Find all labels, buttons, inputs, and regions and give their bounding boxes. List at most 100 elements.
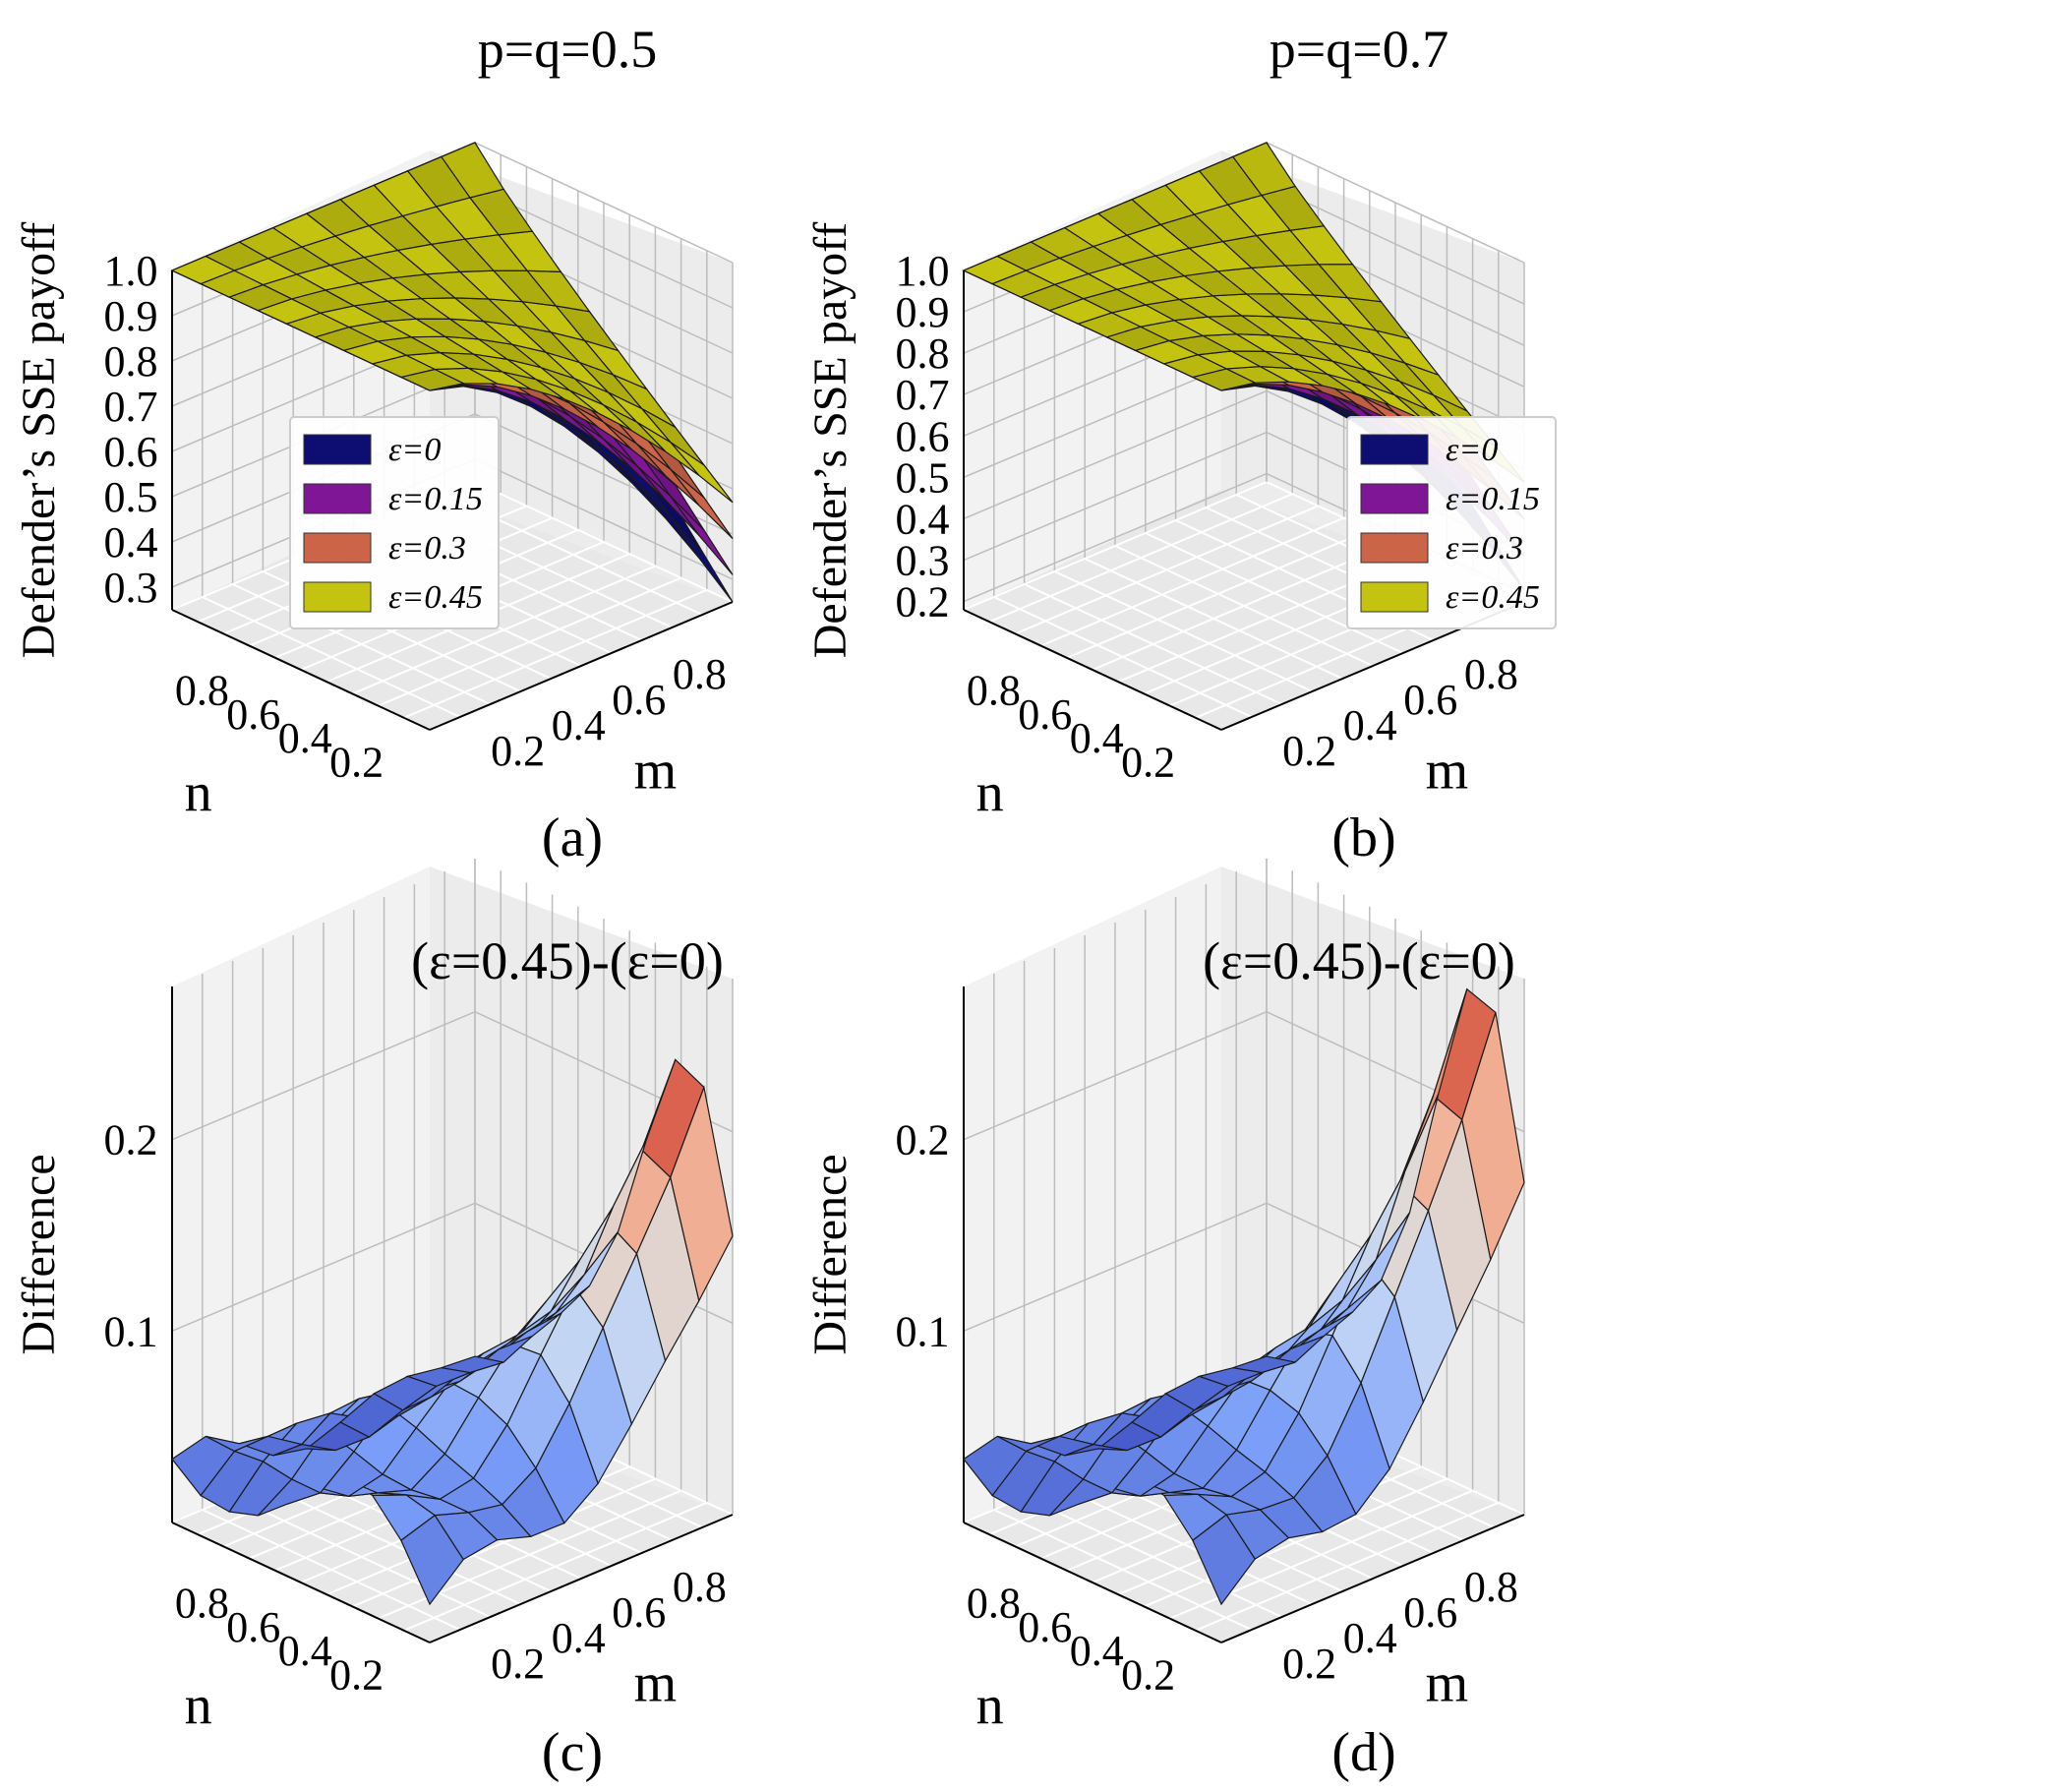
floor-gridline [1145,532,1404,654]
m-axis-label: m [634,741,678,802]
n-axis-label: n [185,763,212,824]
z-tick-label: 0.2 [104,1116,158,1165]
m-tick-label: 0.6 [1403,1588,1457,1637]
z-tick-label: 0.8 [896,329,950,378]
legend-label: ε=0.45 [388,579,483,616]
n-tick-label: 0.2 [329,1651,384,1700]
m-axis-label: m [1426,741,1469,802]
panel-d: 0.20.40.60.80.80.60.40.20.10.2mnDifferen… [804,859,1525,1783]
legend-label: ε=0.3 [388,530,466,567]
back-left-pane [964,866,1221,1523]
legend-swatch [1360,532,1429,564]
z-tick-label: 0.1 [896,1307,950,1355]
n-tick-label: 0.4 [278,714,332,762]
panel-title: (ε=0.45)-(ε=0) [1203,931,1515,990]
z-tick-label: 0.8 [104,337,158,386]
legend-label: ε=0.15 [388,481,483,517]
legend-swatch [303,532,372,564]
m-tick-label: 0.8 [1464,1563,1518,1611]
legend-swatch [303,581,372,613]
panel-caption: (b) [1331,807,1395,868]
legend: ε=0 ε=0.15 ε=0.3 ε=0.45 [289,416,500,629]
z-tick-label: 0.6 [896,412,950,460]
legend-frame [1346,416,1557,629]
z-tick-label: 0.2 [896,578,950,627]
m-tick-label: 0.8 [673,650,727,698]
z-axis-label: Difference [13,1154,65,1354]
z-tick-label: 0.4 [896,495,950,543]
z-tick-label: 0.1 [104,1307,158,1355]
z-tick-label: 0.9 [104,292,158,340]
floor-gridline [1066,528,1371,659]
panel-caption: (d) [1331,1722,1395,1783]
legend: ε=0 ε=0.15 ε=0.3 ε=0.45 [1346,416,1557,629]
difference-surface-patch [171,1435,236,1497]
floor-gridline [1092,541,1396,671]
m-tick-label: 0.2 [491,1640,545,1688]
z-axis-label: Difference [804,1154,857,1354]
n-axis-line [963,1522,1222,1643]
n-tick-label: 0.4 [1070,1627,1124,1675]
m-tick-label: 0.4 [1343,701,1397,749]
z-tick-label: 1.0 [104,247,158,295]
m-axis-label: m [634,1653,678,1714]
panel-a: 0.20.40.60.80.80.60.40.20.30.40.50.60.70… [13,20,734,868]
floor-gridline [474,481,734,603]
legend-label: ε=0.15 [1446,481,1540,517]
panel-title: p=q=0.7 [1270,20,1448,79]
n-axis-label: n [976,1676,1004,1737]
legend-label: ε=0.45 [1446,579,1540,616]
panel-caption: (a) [542,807,603,868]
n-tick-label: 0.4 [278,1627,332,1675]
m-tick-label: 0.4 [552,1614,606,1662]
n-tick-label: 0.6 [1018,1603,1072,1651]
n-tick-label: 0.4 [1070,714,1124,762]
n-tick-label: 0.6 [1018,690,1072,739]
m-tick-label: 0.4 [552,701,606,749]
m-tick-label: 0.2 [1282,727,1336,775]
legend-label: ε=0.3 [1446,530,1523,567]
n-axis-label: n [185,1676,212,1737]
legend-swatch [1360,434,1429,465]
n-axis-line [171,609,431,731]
m-tick-label: 0.6 [612,676,666,724]
m-tick-label: 0.6 [1403,676,1457,724]
m-tick-label: 0.8 [673,1563,727,1611]
z-tick-label: 1.0 [896,247,950,295]
m-axis-line [429,601,734,731]
z-tick-label: 0.6 [104,428,158,476]
floor-gridline [1015,505,1319,635]
m-axis-line [1220,1514,1525,1643]
panel-title: p=q=0.5 [478,20,657,79]
m-tick-label: 0.2 [491,727,545,775]
n-axis-line [171,1522,431,1643]
panel-title: (ε=0.45)-(ε=0) [411,931,724,990]
z-tick-label: 0.9 [896,288,950,336]
n-tick-label: 0.8 [967,666,1021,714]
z-tick-label: 0.5 [104,473,158,521]
floor-gridline [963,481,1268,611]
n-tick-label: 0.2 [1121,739,1175,787]
m-tick-label: 0.4 [1343,1614,1397,1662]
legend-label: ε=0 [388,432,441,468]
legend-swatch [1360,581,1429,613]
z-axis-label: Defender’s SSE payoff [13,222,65,658]
panel-c: 0.20.40.60.80.80.60.40.20.10.2mnDifferen… [13,859,734,1783]
m-tick-label: 0.8 [1464,650,1518,698]
surface-patch-ε=0.45 [962,255,1028,285]
surface-patch-ε=0.45 [170,255,236,285]
n-tick-label: 0.2 [329,739,384,787]
n-axis-line [963,609,1222,731]
m-axis-label: m [1426,1653,1469,1714]
n-axis-label: n [976,763,1004,824]
legend-frame [289,416,500,629]
difference-surface-patch [963,1435,1028,1497]
z-tick-label: 0.7 [896,371,950,419]
floor-gridline [988,493,1293,624]
panel-caption: (c) [542,1722,603,1783]
legend-label: ε=0 [1446,432,1498,468]
pane-gridline-horizontal [171,1010,734,1141]
n-tick-label: 0.8 [175,666,229,714]
floor-gridline [1040,516,1344,647]
